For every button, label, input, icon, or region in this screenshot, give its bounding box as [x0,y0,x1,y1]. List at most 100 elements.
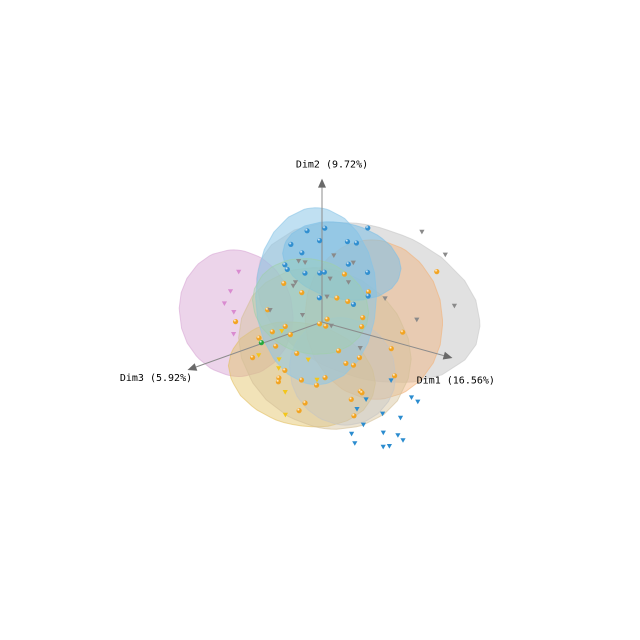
data-point [451,303,457,309]
data-point [314,382,320,388]
data-point [258,340,264,346]
data-point [269,329,275,335]
data-point [356,355,363,361]
data-point [388,378,394,383]
data-point [350,260,356,266]
data-point [359,324,365,330]
data-point [359,390,365,396]
data-point [267,308,273,313]
data-point [322,225,328,231]
data-point [282,323,288,329]
data-point [273,343,279,349]
data-point [400,438,406,443]
data-point [380,444,386,450]
data-point [302,400,308,406]
data-point [233,319,239,325]
data-point [250,355,256,361]
data-point [352,441,358,446]
data-point [282,262,288,268]
data-point [231,310,237,315]
data-point [442,252,448,258]
dim2-axis-label: Dim2 (9.72%) [296,160,368,171]
data-point [323,323,329,329]
data-point [382,296,388,301]
data-point [317,270,323,276]
data-point [290,283,296,289]
data-point [231,332,237,337]
ellipsoid-8 [282,221,402,301]
data-point [400,329,406,335]
data-point [281,280,287,286]
data-point [327,276,333,282]
data-point [305,357,311,363]
axis-labels: Dim2 (9.72%) Dim3 (5.92%) Dim1 (16.56%) [120,160,495,387]
data-point [351,413,357,419]
data-point [345,298,351,304]
data-point [302,260,308,265]
data-point [397,415,404,421]
data-point [344,239,351,245]
data-point [386,444,392,449]
dim2-axis-arrow [318,178,326,188]
data-point [350,362,357,368]
data-point [288,241,294,247]
dim1-axis-line [321,321,444,357]
data-point [227,289,234,294]
data-point [414,317,420,323]
data-point [434,269,440,275]
data-point [345,261,351,267]
dim3-axis-label: Dim3 (5.92%) [120,373,192,384]
data-point [363,397,369,402]
data-point [284,266,290,272]
data-point [279,329,285,334]
data-point [256,335,262,341]
data-point [365,225,371,231]
data-point [334,295,340,301]
data-point [299,290,305,296]
dim1-axis-label: Dim1 (16.56%) [417,376,495,387]
data-point [324,316,330,322]
data-point [299,250,305,256]
data-point [350,301,357,307]
axes [187,178,453,371]
data-point [314,377,320,383]
data-point [275,379,281,385]
data-point [380,411,386,417]
dim3-axis-line [195,321,323,368]
data-point [392,373,398,379]
data-point [324,294,330,300]
data-point [336,348,342,354]
data-point [282,367,288,373]
data-points [221,225,457,450]
data-point [341,271,348,277]
data-point [360,315,366,321]
data-point [294,350,300,356]
data-point [345,280,352,285]
data-point [353,240,360,246]
data-point [343,360,349,366]
data-point [365,293,371,299]
data-point [316,295,322,301]
data-point [282,390,288,395]
data-point [304,228,310,234]
data-point [302,270,308,276]
data-point [415,399,421,405]
data-point [380,430,386,436]
data-point [328,323,334,329]
data-point [349,431,355,437]
data-point [221,301,227,306]
data-point [296,259,302,264]
data-point [348,396,354,402]
data-point [365,289,372,295]
data-point [354,407,360,412]
data-point [357,346,363,351]
data-point [299,313,306,318]
data-point [408,395,415,400]
data-point [236,269,242,275]
data-point [276,366,282,371]
data-point [419,229,425,235]
dim3-axis-arrow [187,363,198,371]
data-point [321,269,327,275]
data-point [331,253,337,258]
